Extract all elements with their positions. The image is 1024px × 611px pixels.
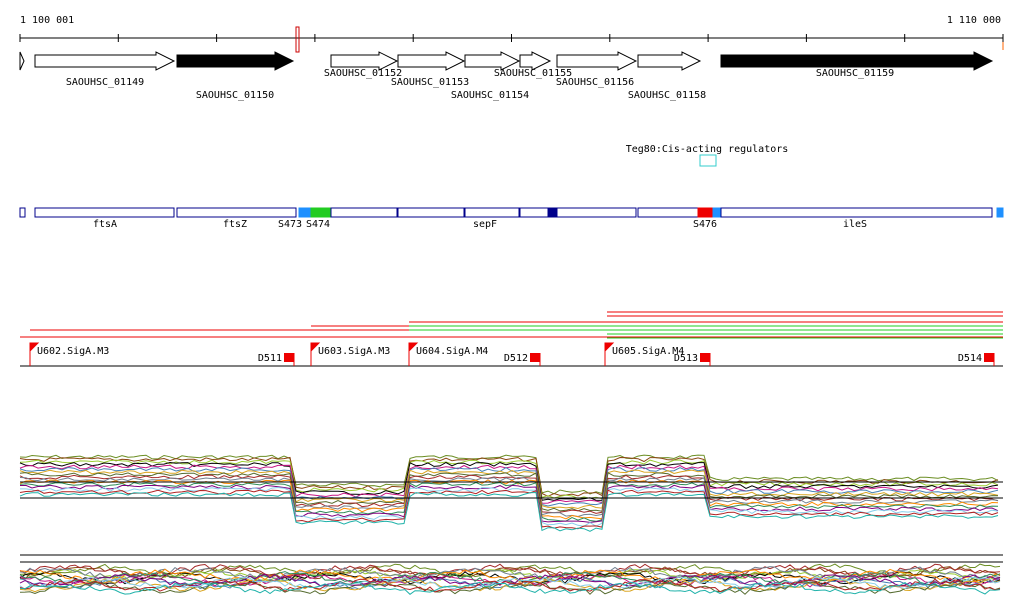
terminator-label: D512 bbox=[504, 353, 528, 364]
profile-line bbox=[19, 464, 999, 504]
promoter-flag bbox=[29, 342, 40, 366]
region-label: S474 bbox=[306, 219, 330, 230]
gene-arrow bbox=[34, 51, 176, 71]
regulator-label: Teg80:Cis-acting regulators bbox=[626, 144, 789, 155]
profile-line-2 bbox=[19, 578, 1001, 593]
region-label: S476 bbox=[693, 219, 717, 230]
gene-arrow bbox=[637, 51, 702, 71]
terminator-box bbox=[284, 353, 294, 362]
gene-arrow bbox=[556, 51, 638, 71]
region-box bbox=[996, 207, 1004, 218]
profile-line bbox=[19, 484, 999, 523]
promoter-flag bbox=[408, 342, 419, 366]
ruler-marker bbox=[295, 26, 300, 53]
region-box bbox=[720, 207, 993, 218]
gene-label: SAOUHSC_01154 bbox=[451, 90, 529, 101]
region-box bbox=[298, 207, 312, 218]
region-label: ftsA bbox=[93, 219, 117, 230]
gene-label: SAOUHSC_01149 bbox=[66, 77, 144, 88]
profile-line-2 bbox=[19, 566, 1001, 580]
terminator-box bbox=[530, 353, 540, 362]
region-box bbox=[519, 207, 549, 218]
regulator-box bbox=[699, 154, 717, 167]
region-box bbox=[697, 207, 714, 218]
profile-line bbox=[19, 459, 999, 500]
region-label: sepF bbox=[473, 219, 497, 230]
region-box bbox=[397, 207, 465, 218]
profile-line bbox=[19, 454, 999, 495]
gene-label: SAOUHSC_01158 bbox=[628, 90, 706, 101]
region-box bbox=[19, 207, 26, 218]
gene-label: SAOUHSC_01152 bbox=[324, 68, 402, 79]
gene-arrow bbox=[176, 51, 295, 71]
partial-gene bbox=[19, 51, 25, 71]
region-label: ileS bbox=[843, 219, 867, 230]
profile-line bbox=[19, 482, 999, 522]
profile-line bbox=[19, 489, 999, 530]
region-box bbox=[330, 207, 398, 218]
region-box bbox=[548, 207, 558, 218]
profile-line-2 bbox=[19, 576, 1001, 590]
gene-label: SAOUHSC_01156 bbox=[556, 77, 634, 88]
gene-label: SAOUHSC_01159 bbox=[816, 68, 894, 79]
region-box bbox=[464, 207, 520, 218]
promoter-label: U604.SigA.M4 bbox=[416, 346, 488, 357]
promoter-label: U603.SigA.M3 bbox=[318, 346, 390, 357]
region-box bbox=[310, 207, 332, 218]
promoter-flag bbox=[310, 342, 321, 366]
promoter-label: U602.SigA.M3 bbox=[37, 346, 109, 357]
profile-line bbox=[20, 486, 999, 527]
region-box bbox=[556, 207, 637, 218]
gene-arrow bbox=[519, 51, 552, 71]
profile-line bbox=[19, 469, 999, 510]
profile-line bbox=[19, 456, 999, 497]
gene-arrow bbox=[720, 51, 994, 71]
gene-label: SAOUHSC_01155 bbox=[494, 68, 572, 79]
terminator-box bbox=[700, 353, 710, 362]
gene-arrow bbox=[464, 51, 521, 71]
gene-label: SAOUHSC_01150 bbox=[196, 90, 274, 101]
terminator-label: D513 bbox=[674, 353, 698, 364]
profile-line bbox=[19, 477, 999, 518]
region-box bbox=[637, 207, 699, 218]
region-label: S473 bbox=[278, 219, 302, 230]
profile-line-2 bbox=[19, 576, 1001, 590]
gene-label: SAOUHSC_01153 bbox=[391, 77, 469, 88]
region-box bbox=[712, 207, 722, 218]
region-label: ftsZ bbox=[223, 219, 247, 230]
ruler-start: 1 100 001 bbox=[20, 15, 74, 26]
promoter-flag bbox=[604, 342, 615, 366]
promoter-label: U605.SigA.M4 bbox=[612, 346, 684, 357]
profile-line bbox=[19, 461, 999, 501]
region-box bbox=[34, 207, 175, 218]
region-box bbox=[176, 207, 297, 218]
terminator-label: D514 bbox=[958, 353, 982, 364]
gene-arrow bbox=[330, 51, 399, 71]
terminator-box bbox=[984, 353, 994, 362]
gene-arrow bbox=[397, 51, 466, 71]
profile-line-2 bbox=[19, 581, 1001, 595]
profile-line bbox=[19, 491, 999, 532]
ruler-end: 1 110 000 bbox=[947, 15, 1001, 26]
profile-line-2 bbox=[19, 573, 1001, 588]
terminator-label: D511 bbox=[258, 353, 282, 364]
profile-line-2 bbox=[19, 563, 1001, 578]
